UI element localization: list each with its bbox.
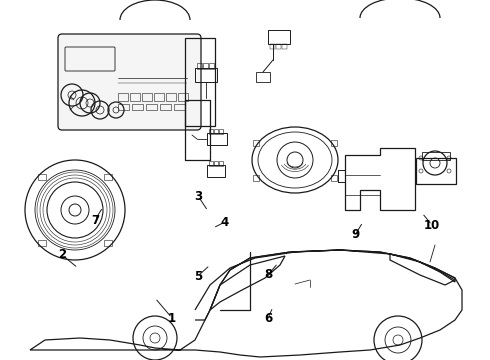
Text: 8: 8: [264, 269, 272, 282]
Text: 1: 1: [168, 311, 176, 324]
Text: 9: 9: [351, 229, 359, 242]
Bar: [185, 38, 215, 126]
Bar: [416, 158, 456, 184]
FancyBboxPatch shape: [58, 34, 201, 130]
Bar: [118, 104, 129, 110]
Bar: [39, 239, 47, 246]
Text: 5: 5: [194, 270, 202, 283]
Bar: [166, 93, 176, 101]
Bar: [270, 44, 275, 49]
Text: 3: 3: [194, 189, 202, 202]
Bar: [146, 104, 157, 110]
Bar: [39, 175, 47, 180]
Bar: [209, 63, 214, 69]
Bar: [256, 72, 270, 82]
Bar: [207, 165, 225, 177]
Bar: [118, 93, 128, 101]
Bar: [195, 68, 217, 82]
Bar: [268, 30, 290, 44]
Bar: [209, 161, 213, 166]
Bar: [207, 133, 227, 145]
Bar: [219, 129, 223, 134]
Bar: [103, 239, 112, 246]
Bar: [253, 140, 259, 145]
Bar: [331, 140, 337, 145]
Bar: [253, 175, 259, 180]
Bar: [142, 93, 152, 101]
Bar: [214, 161, 218, 166]
Bar: [132, 104, 143, 110]
Bar: [214, 129, 218, 134]
Text: 4: 4: [221, 216, 229, 229]
Bar: [103, 175, 112, 180]
Text: 6: 6: [264, 311, 272, 324]
Bar: [154, 93, 164, 101]
Bar: [197, 63, 202, 69]
Text: 10: 10: [424, 219, 440, 231]
Bar: [422, 152, 450, 160]
Bar: [209, 129, 213, 134]
Bar: [331, 175, 337, 180]
Bar: [160, 104, 171, 110]
Bar: [219, 161, 223, 166]
Bar: [282, 44, 287, 49]
Bar: [178, 93, 188, 101]
Bar: [174, 104, 185, 110]
Bar: [203, 63, 208, 69]
Text: 7: 7: [91, 213, 99, 226]
Bar: [276, 44, 281, 49]
Bar: [130, 93, 140, 101]
Text: 2: 2: [58, 248, 66, 261]
